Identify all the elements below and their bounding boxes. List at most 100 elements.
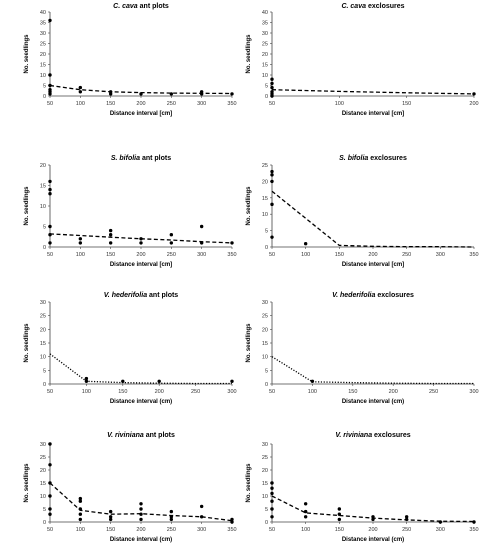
y-tick-label: 25 [40,42,46,48]
x-tick-label: 150 [402,101,411,107]
data-point [139,512,143,516]
data-point [337,512,342,516]
y-axis-label: No. seedlings [246,463,252,503]
x-tick-label: 300 [197,527,206,533]
x-tick-label: 350 [469,252,478,258]
panel-title-rest: ant plots [140,155,171,162]
data-point [48,83,52,88]
x-tick-label: 50 [47,252,53,258]
x-tick-label: 50 [269,527,275,533]
panel-8: V. riviniana exclosures 0 5 10 15 20 25 30 50 100… [246,432,479,543]
panel-title-species: V. riviniana [107,432,144,439]
x-tick-label: 200 [368,252,377,258]
panel-2: C. cava exclosures 0 5 10 15 20 25 30 35 40 50 100 1… [246,3,479,117]
panel-title-species: V. hederifolia [104,292,147,299]
x-tick-label: 100 [308,389,317,395]
data-point [303,509,308,514]
data-point [270,481,274,485]
data-point [157,379,161,383]
y-tick-label: 25 [40,455,46,461]
x-tick-label: 150 [118,389,127,395]
x-axis-label: Distance interval (cm) [110,399,172,405]
data-point [270,499,274,503]
x-tick-label: 50 [269,101,275,107]
y-tick-label: 20 [262,52,268,58]
data-point [438,520,443,524]
data-point [169,233,174,237]
data-point [78,512,83,516]
data-point [199,92,204,96]
data-point [270,77,274,81]
y-tick-label: 5 [265,507,268,513]
data-point [78,237,83,241]
data-point [78,241,83,245]
panel-title-rest: ant plots [147,292,178,299]
y-tick-label: 30 [262,300,268,306]
x-tick-label: 100 [76,252,85,258]
y-tick-label: 0 [43,245,46,251]
data-point [303,515,308,519]
data-point [472,92,476,96]
x-tick-label: 50 [47,101,53,107]
y-tick-label: 10 [40,355,46,361]
data-point [337,507,342,511]
y-tick-label: 0 [265,520,268,526]
data-point [270,85,274,90]
panel-title-rest: exclosures [372,432,411,439]
panel-4: S. bifolia exclosures 0 5 10 15 20 25 50 100 150 2… [246,155,479,268]
data-point [270,179,274,184]
data-point [48,179,52,184]
y-axis-label: No. seedlings [24,34,30,74]
data-point [230,241,234,245]
y-axis-label: No. seedlings [24,186,30,226]
y-tick-label: 10 [262,73,268,79]
y-tick-label: 25 [262,455,268,461]
data-point [108,233,113,237]
data-point [404,515,409,519]
data-point [310,379,315,383]
data-point [78,85,83,90]
data-point [121,379,125,383]
x-tick-label: 250 [167,252,176,258]
x-tick-label: 150 [335,527,344,533]
data-point [371,515,375,519]
y-tick-label: 20 [40,52,46,58]
panel-title: V. hederifolia exclosures [332,292,414,299]
x-axis-label: Distance interval [cm] [342,111,404,117]
y-tick-label: 5 [43,507,46,513]
x-tick-label: 250 [402,252,411,258]
panel-title-species: S. bifolia [111,155,140,162]
panel-3: S. bifolia ant plots 0 5 10 15 20 50 100 150 200 2… [24,155,237,268]
y-tick-label: 5 [43,225,46,231]
data-point [303,242,308,246]
y-tick-label: 10 [40,204,46,210]
panel-title-species: S. bifolia [339,155,368,162]
data-point [78,499,83,503]
y-tick-label: 15 [262,481,268,487]
data-point [270,515,274,519]
panel-title-rest: ant plots [144,432,175,439]
data-point [139,237,143,241]
x-tick-label: 300 [436,252,445,258]
x-tick-label: 350 [469,527,478,533]
x-axis-label: Distance interval [cm] [342,262,404,268]
y-tick-label: 0 [43,382,46,388]
data-point [472,520,476,524]
x-axis-label: Distance interval (cm) [110,537,172,543]
data-point [108,228,113,233]
x-tick-label: 250 [167,527,176,533]
data-point [48,224,52,229]
panel-title: V. hederifolia ant plots [104,292,179,299]
x-tick-label: 200 [368,527,377,533]
x-tick-label: 100 [335,101,344,107]
x-tick-label: 200 [155,389,164,395]
data-point [139,241,143,245]
panel-title: S. bifolia ant plots [111,155,171,162]
data-point [230,517,234,522]
data-point [108,509,113,514]
y-tick-label: 40 [262,10,268,16]
y-tick-label: 10 [40,494,46,500]
data-point [48,92,52,96]
data-point [48,18,52,23]
